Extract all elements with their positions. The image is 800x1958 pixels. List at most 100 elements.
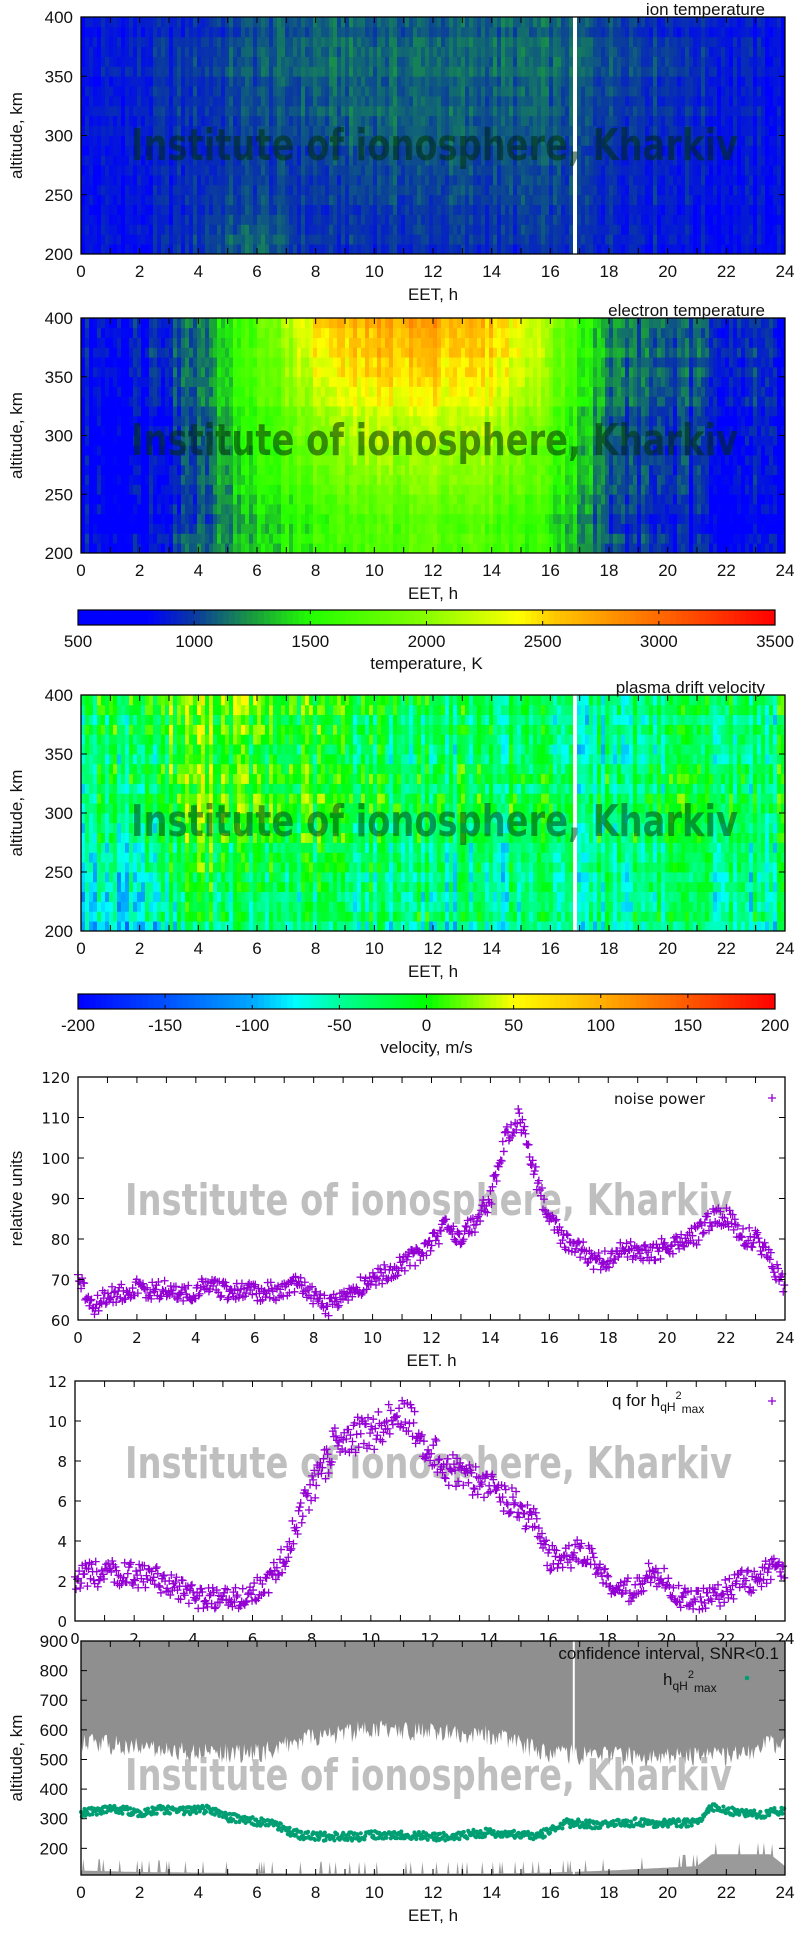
heatmap-cell [569, 234, 574, 245]
heatmap-cell [737, 204, 742, 215]
heatmap-cell [193, 145, 198, 156]
heatmap-cell [133, 376, 138, 387]
heatmap-cell [181, 175, 186, 186]
heatmap-cell [465, 86, 470, 97]
heatmap-cell [613, 105, 618, 117]
heatmap-cell [185, 513, 190, 525]
heatmap-cell [113, 376, 118, 387]
heatmap-cell [569, 214, 574, 225]
heatmap-cell [521, 76, 526, 87]
heatmap-cell [353, 184, 358, 196]
heatmap-cell [669, 244, 674, 255]
heatmap-cell [345, 115, 350, 127]
heatmap-cell [713, 184, 718, 196]
heatmap-cell [693, 46, 698, 57]
heatmap-cell [725, 155, 730, 166]
heatmap-cell [357, 76, 362, 87]
heatmap-cell [345, 184, 350, 196]
heatmap-cell [633, 26, 638, 38]
heatmap-cell [629, 155, 634, 166]
heatmap-cell [473, 214, 478, 225]
heatmap-cell [213, 204, 218, 215]
heatmap-cell [373, 46, 378, 57]
heatmap-cell [89, 396, 94, 407]
heatmap-cell [573, 224, 578, 235]
heatmap-cell [177, 318, 182, 329]
heatmap-cell [637, 96, 642, 107]
heatmap-cell [693, 194, 698, 206]
heatmap-cell [421, 165, 426, 176]
heatmap-cell [133, 464, 138, 476]
heatmap-cell [605, 175, 610, 186]
heatmap-cell [177, 105, 182, 117]
heatmap-cell [657, 17, 662, 28]
heatmap-cell [645, 26, 650, 38]
heatmap-cell [725, 105, 730, 117]
heatmap-cell [729, 224, 734, 235]
heatmap-cell [633, 96, 638, 107]
heatmap-cell [337, 17, 342, 28]
heatmap-cell [429, 155, 434, 166]
heatmap-cell [137, 66, 142, 77]
heatmap-cell [193, 455, 198, 466]
heatmap-cell [441, 135, 446, 146]
heatmap-cell [365, 165, 370, 176]
heatmap-cell [225, 46, 230, 57]
heatmap-cell [741, 224, 746, 235]
heatmap-cell [757, 105, 762, 117]
heatmap-cell [737, 214, 742, 225]
heatmap-cell [389, 214, 394, 225]
heatmap-cell [541, 46, 546, 57]
heatmap-cell [465, 244, 470, 255]
heatmap-cell [449, 224, 454, 235]
heatmap-cell [497, 56, 502, 67]
heatmap-cell [361, 224, 366, 235]
heatmap-cell [85, 455, 90, 466]
y-tick-label: 350 [45, 67, 73, 86]
heatmap-cell [513, 105, 518, 117]
heatmap-cell [117, 145, 122, 156]
heatmap-cell [85, 214, 90, 225]
heatmap-cell [201, 46, 206, 57]
heatmap-cell [725, 244, 730, 255]
heatmap-cell [449, 194, 454, 206]
heatmap-cell [761, 204, 766, 215]
heatmap-cell [129, 464, 134, 476]
heatmap-cell [645, 145, 650, 156]
heatmap-cell [729, 125, 734, 136]
heatmap-cell [197, 244, 202, 255]
heatmap-cell [677, 214, 682, 225]
heatmap-cell [229, 145, 234, 156]
heatmap-cell [561, 66, 566, 77]
heatmap-cell [777, 17, 782, 28]
heatmap-cell [729, 204, 734, 215]
heatmap-cell [561, 125, 566, 136]
heatmap-cell [245, 105, 250, 117]
heatmap-cell [193, 415, 198, 427]
heatmap-cell [133, 96, 138, 107]
heatmap-cell [585, 56, 590, 67]
heatmap-cell [189, 347, 194, 358]
heatmap-cell [109, 17, 114, 28]
heatmap-cell [629, 145, 634, 156]
heatmap-cell [261, 76, 266, 87]
heatmap-cell [645, 175, 650, 186]
heatmap-cell [557, 56, 562, 67]
heatmap-cell [169, 86, 174, 97]
heatmap-cell [161, 504, 166, 515]
heatmap-cell [249, 56, 254, 67]
heatmap-cell [389, 165, 394, 176]
x-tick-label: 6 [252, 262, 261, 281]
heatmap-cell [481, 214, 486, 225]
heatmap-cell [293, 244, 298, 255]
heatmap-cell [657, 194, 662, 206]
heatmap-cell [161, 533, 166, 544]
heatmap-cell [233, 214, 238, 225]
heatmap-cell [649, 115, 654, 127]
heatmap-cell [253, 46, 258, 57]
heatmap-cell [409, 175, 414, 186]
heatmap-cell [481, 66, 486, 77]
heatmap-cell [145, 115, 150, 127]
heatmap-cell [413, 224, 418, 235]
heatmap-cell [625, 214, 630, 225]
